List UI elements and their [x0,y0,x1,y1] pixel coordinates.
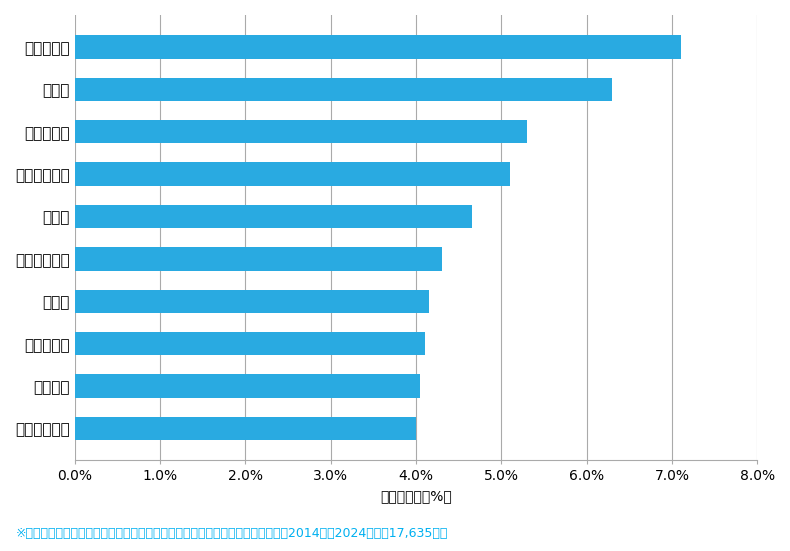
Text: ※弊社受付の案件を対象に、受付時に市区町村の回答があったものを集計（期間2014年〜2024年、計17,635件）: ※弊社受付の案件を対象に、受付時に市区町村の回答があったものを集計（期間2014… [16,527,448,540]
Bar [74,205,472,228]
Bar [74,35,681,58]
Bar [74,247,442,271]
Bar [74,417,416,440]
Bar [74,374,420,398]
Bar [74,78,612,101]
Bar [74,290,429,313]
Bar [74,163,510,186]
Bar [74,332,424,355]
Bar [74,120,527,143]
X-axis label: 件数の割合（%）: 件数の割合（%） [380,489,452,503]
